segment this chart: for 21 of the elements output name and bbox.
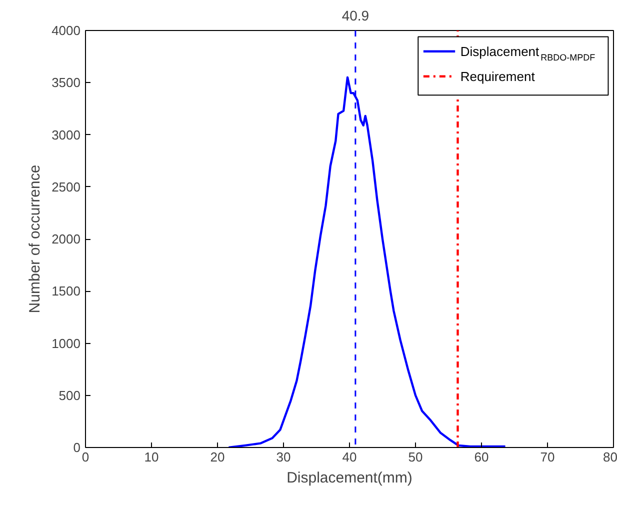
y-tick-label: 1500 [52,284,80,299]
y-tick-label: 2000 [52,232,80,246]
x-tick-label: 80 [603,450,617,464]
y-tick-label: 2500 [52,179,80,194]
x-axis-title: Displacement(mm) [286,470,412,486]
y-tick-label: 1000 [52,336,80,351]
x-tick-label: 50 [408,450,423,464]
x-tick-label: 10 [144,450,159,464]
y-tick-label: 0 [73,440,81,455]
x-tick-label: 60 [474,450,489,464]
y-tick-label: 500 [58,388,81,403]
y-tick-label: 4000 [52,23,80,38]
x-tick-label: 20 [210,450,225,464]
y-axis-title: Number of occurrence [26,164,44,314]
ref-line-label: 40.9 [342,8,370,24]
x-tick-label: 40 [342,450,357,464]
y-tick-label: 3000 [52,127,80,142]
y-tick-label: 3500 [52,75,80,90]
legend-label: Requirement [460,68,536,84]
x-tick-label: 70 [540,450,555,464]
x-tick-label: 30 [276,450,291,464]
